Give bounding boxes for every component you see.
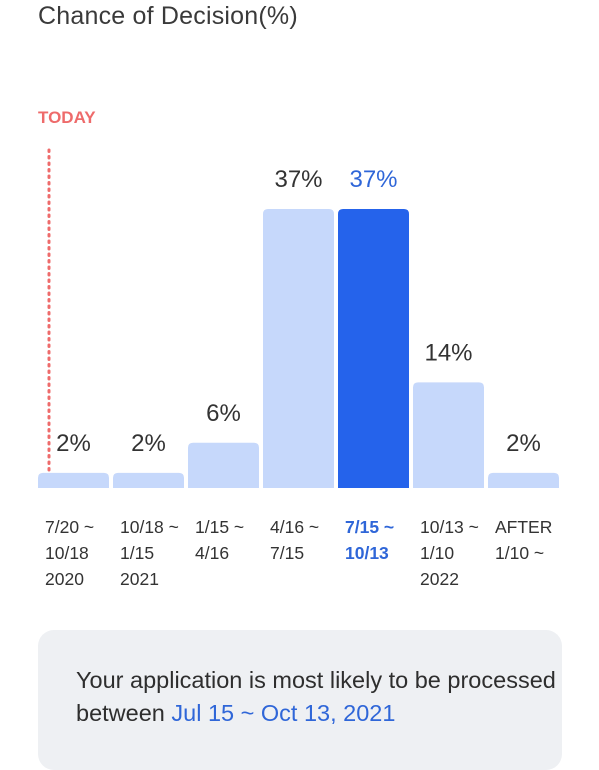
category-label-0-0: 7/20 ~ — [45, 517, 94, 537]
category-label-5-1: 1/10 — [420, 543, 454, 563]
bar-3 — [263, 209, 334, 488]
category-label-2-0: 1/15 ~ — [195, 517, 244, 537]
decision-chart: TODAY 2% 7/20 ~ 10/18 2020 2% 10/18 ~ 1/15 2021 6… — [38, 108, 559, 589]
summary-text: Your application is most likely to be pr… — [76, 664, 566, 730]
value-label-5: 14% — [424, 339, 472, 366]
bar-6 — [488, 472, 559, 488]
bar-0 — [38, 472, 109, 488]
bar-1 — [113, 472, 184, 488]
category-label-5-0: 10/13 ~ — [420, 517, 479, 537]
category-label-3-0: 4/16 ~ — [270, 517, 319, 537]
category-label-3-1: 7/15 — [270, 543, 304, 563]
category-label-1-2: 2021 — [120, 569, 159, 589]
category-label-6-0: AFTER — [495, 517, 552, 537]
category-label-1-1: 1/15 — [120, 543, 154, 563]
category-label-2-1: 4/16 — [195, 543, 229, 563]
value-label-0: 2% — [56, 430, 91, 457]
summary-text-prefix: Your application is most likely to be pr… — [76, 667, 556, 726]
value-label-1: 2% — [131, 430, 166, 457]
value-label-3: 37% — [274, 166, 322, 193]
chart-title: Chance of Decision(%) — [38, 2, 298, 30]
category-label-0-1: 10/18 — [45, 543, 89, 563]
bar-4 — [338, 209, 409, 488]
category-label-6-1: 1/10 ~ — [495, 543, 544, 563]
value-label-2: 6% — [206, 400, 241, 427]
category-label-0-2: 2020 — [45, 569, 84, 589]
value-label-4: 37% — [349, 166, 397, 193]
value-label-6: 2% — [506, 430, 541, 457]
category-label-4-1: 10/13 — [345, 543, 389, 563]
summary-card: Your application is most likely to be pr… — [38, 630, 562, 770]
category-label-5-2: 2022 — [420, 569, 459, 589]
category-label-4-0: 7/15 ~ — [345, 517, 394, 537]
category-label-1-0: 10/18 ~ — [120, 517, 179, 537]
bar-5 — [413, 382, 484, 488]
summary-date-range: Jul 15 ~ Oct 13, 2021 — [171, 700, 396, 726]
today-label: TODAY — [38, 108, 96, 127]
bar-2 — [188, 442, 259, 488]
